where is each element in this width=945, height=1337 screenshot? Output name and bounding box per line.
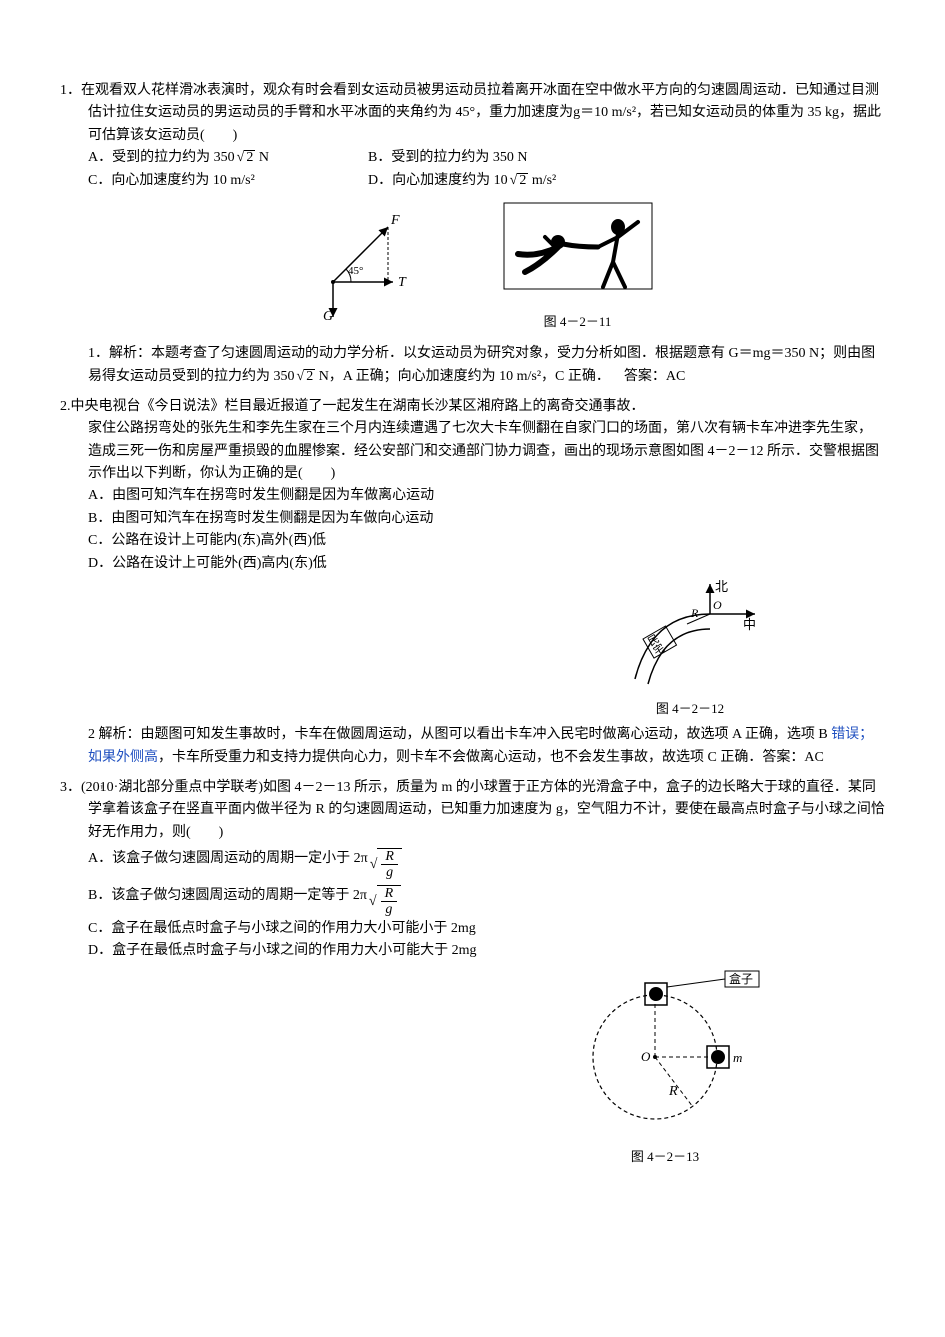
east-label: 中 [743, 617, 756, 632]
F-label: F [390, 213, 400, 228]
q2-diagram-svg: 北 中 O R 民 宅 [615, 579, 765, 689]
question-1: 1．在观看双人花样滑冰表演时，观众有时会看到女运动员被男运动员拉着离开冰面在空中… [60, 80, 885, 388]
q2-options: A．由图可知汽车在拐弯时发生侧翻是因为车做离心运动 B．由图可知汽车在拐弯时发生… [88, 485, 885, 575]
q2-analysis-part2: ，卡车所受重力和支持力提供向心力，则卡车不会做离心运动，也不会发生事故，故选项 … [158, 750, 762, 765]
m-label: m [733, 1050, 742, 1065]
sqrt-frac: Rg [377, 885, 402, 918]
sqrt-symbol: 2 [295, 366, 316, 388]
q3-option-b: B．该盒子做匀速圆周运动的周期一定等于 2π Rg [88, 881, 885, 918]
q3-fig-caption: 图 4－2－13 [565, 1147, 765, 1168]
frac-num: R [381, 849, 398, 865]
q2-answer: AC [804, 750, 823, 765]
R-label: R [690, 606, 699, 620]
q2-answer-label: 答案： [762, 750, 804, 765]
q3-optA-pre: A．该盒子做匀速圆周运动的周期一定小于 2π [88, 851, 368, 866]
q1-body-text: 在观看双人花样滑冰表演时，观众有时会看到女运动员被男运动员拉着离开冰面在空中做水… [81, 83, 881, 143]
q2-fig-caption: 图 4－2－12 [615, 699, 765, 720]
sqrt-2: 2 [244, 150, 255, 165]
sqrt-symbol: Rg [368, 848, 402, 881]
frac-den: g [381, 865, 398, 880]
q1-skater-figure: 图 4－2－11 [503, 202, 653, 333]
q1-text: 1．在观看双人花样滑冰表演时，观众有时会看到女运动员被男运动员拉着离开冰面在空中… [88, 80, 885, 147]
q1-force-diagram: 45° F T G [293, 202, 423, 333]
G-label: G [323, 309, 333, 322]
q1-fig-caption: 图 4－2－11 [503, 312, 653, 333]
q3-number: 3． [60, 780, 81, 795]
q1-figures: 45° F T G 图 4－2－11 [60, 202, 885, 333]
q1-option-d: D．向心加速度约为 10 2 m/s² [368, 170, 648, 192]
force-diagram-svg: 45° F T G [293, 202, 423, 322]
q2-body: 家住公路拐弯处的张先生和李先生家在三个月内连续遭遇了七次大卡车侧翻在自家门口的场… [88, 418, 885, 485]
q3-diagram-svg: O R m 盒子 [565, 967, 765, 1137]
fraction-Rg: Rg [381, 849, 398, 881]
R-label: R [668, 1084, 678, 1099]
north-label: 北 [715, 579, 728, 594]
frac-den: g [381, 902, 398, 917]
q1-analysis-label: 1．解析： [88, 346, 151, 361]
question-3: ' 3．(2010·湖北部分重点中学联考)如图 4－2－13 所示，质量为 m … [60, 777, 885, 1168]
fraction-Rg: Rg [381, 886, 398, 918]
q2-option-a: A．由图可知汽车在拐弯时发生侧翻是因为车做离心运动 [88, 485, 885, 507]
question-2: 2.中央电视台《今日说法》栏目最近报道了一起发生在湖南长沙某区湘府路上的离奇交通… [60, 396, 885, 769]
q1-option-c: C．向心加速度约为 10 m/s² [88, 170, 368, 192]
q3-optB-pre: B．该盒子做匀速圆周运动的周期一定等于 2π [88, 888, 367, 903]
skater-svg [503, 202, 653, 302]
q2-intro-line: 2.中央电视台《今日说法》栏目最近报道了一起发生在湖南长沙某区湘府路上的离奇交通… [60, 396, 885, 418]
q1-options: A．受到的拉力约为 350 2 N B．受到的拉力约为 350 N C．向心加速度… [88, 147, 885, 192]
q1-option-a: A．受到的拉力约为 350 2 N [88, 147, 368, 169]
q3-body-line1: 3．(2010·湖北部分重点中学联考)如图 4－2－13 所示，质量为 m 的小… [88, 777, 885, 844]
sqrt-2: 2 [304, 369, 315, 384]
q1-optA-pre: A．受到的拉力约为 350 [88, 150, 235, 165]
T-label: T [398, 275, 407, 290]
q2-intro: 中央电视台《今日说法》栏目最近报道了一起发生在湖南长沙某区湘府路上的离奇交通事故… [71, 399, 645, 414]
sqrt-symbol: 2 [508, 170, 529, 192]
sqrt-symbol: 2 [235, 147, 256, 169]
sqrt-2: 2 [517, 173, 528, 188]
box-label: 盒子 [729, 971, 753, 986]
q2-analysis: 2 解析：由题图可知发生事故时，卡车在做圆周运动，从图可以看出卡车冲入民宅时做离… [88, 724, 885, 769]
q2-figure: 北 中 O R 民 宅 图 4－2－12 [615, 579, 765, 720]
O-label: O [713, 598, 722, 612]
q2-option-d: D．公路在设计上可能外(西)高内(东)低 [88, 553, 885, 575]
sqrt-symbol: Rg [367, 885, 401, 918]
q3-source: (2010·湖北部分重点中学联考) [81, 780, 263, 795]
q3-option-c: C．盒子在最低点时盒子与小球之间的作用力大小可能小于 2mg [88, 918, 885, 940]
q2-option-c: C．公路在设计上可能内(东)高外(西)低 [88, 530, 885, 552]
angle-label: 45° [348, 265, 363, 277]
margin-mark-icon: ' [100, 777, 103, 806]
q1-optA-post: N [255, 150, 269, 165]
q3-figure: O R m 盒子 图 4－2－13 [565, 967, 765, 1168]
O-label: O [641, 1049, 651, 1064]
q2-number: 2. [60, 399, 71, 414]
sqrt-frac: Rg [377, 848, 402, 881]
q3-figure-wrap: O R m 盒子 图 4－2－13 [60, 967, 885, 1168]
q1-optD-pre: D．向心加速度约为 10 [368, 173, 508, 188]
q1-number: 1． [60, 83, 81, 98]
q1-answer: AC [666, 369, 685, 384]
frac-num: R [381, 886, 398, 902]
q1-analysis-part2: N，A 正确；向心加速度约为 10 m/s²，C 正确． [315, 369, 610, 384]
q3-option-a: A．该盒子做匀速圆周运动的周期一定小于 2π Rg [88, 844, 885, 881]
q2-analysis-part1: 由题图可知发生事故时，卡车在做圆周运动，从图可以看出卡车冲入民宅时做离心运动，故… [141, 727, 832, 742]
q1-analysis: 1．解析：本题考查了匀速圆周运动的动力学分析．以女运动员为研究对象，受力分析如图… [88, 343, 885, 388]
q3-option-d: D．盒子在最低点时盒子与小球之间的作用力大小可能大于 2mg [88, 940, 885, 962]
q1-option-b: B．受到的拉力约为 350 N [368, 147, 648, 169]
q2-analysis-label: 2 解析： [88, 727, 141, 742]
q2-option-b: B．由图可知汽车在拐弯时发生侧翻是因为车做向心运动 [88, 508, 885, 530]
q1-optD-post: m/s² [528, 173, 556, 188]
q3-options: A．该盒子做匀速圆周运动的周期一定小于 2π Rg B．该盒子做匀速圆周运动的周期… [88, 844, 885, 962]
q1-answer-label: 答案： [624, 369, 666, 384]
q2-figure-wrap: 北 中 O R 民 宅 图 4－2－12 [60, 579, 885, 720]
